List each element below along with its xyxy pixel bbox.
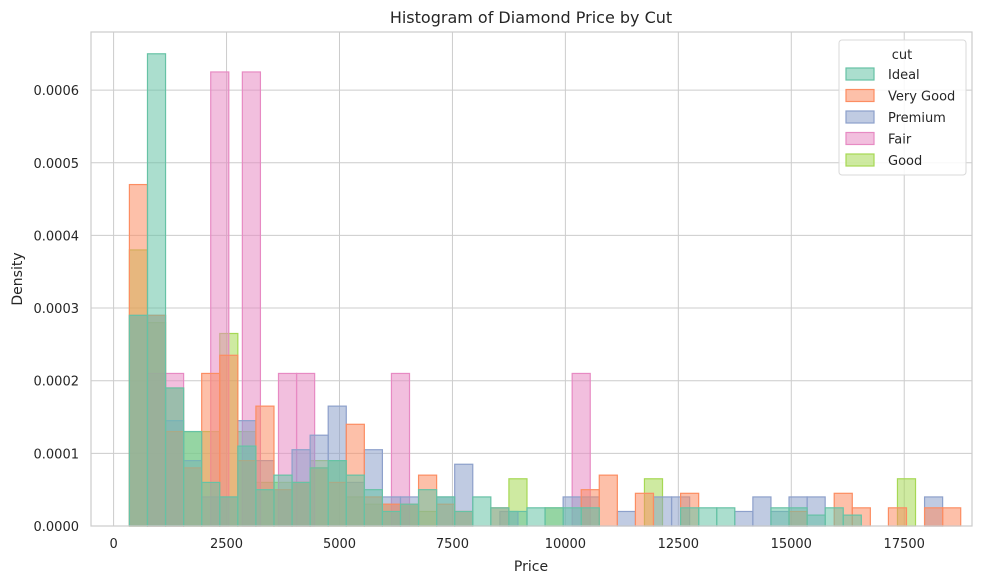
- series-ideal: [128, 53, 862, 527]
- legend-item-premium: Premium: [845, 110, 946, 126]
- histogram-bar: [490, 507, 510, 527]
- histogram-bar: [580, 507, 600, 527]
- y-tick-label: 0.0005: [34, 157, 80, 172]
- legend-label: Good: [888, 154, 922, 169]
- y-tick-label: 0.0002: [34, 375, 80, 390]
- histogram-bar: [752, 496, 772, 527]
- histogram-bar: [923, 507, 944, 527]
- plot-frame: [90, 31, 973, 527]
- histogram-bar: [716, 507, 736, 527]
- histogram-bar: [842, 514, 862, 527]
- legend-title: cut: [892, 48, 912, 63]
- histogram-bar: [309, 467, 329, 527]
- y-axis-title: Density: [10, 252, 26, 305]
- x-tick-label: 0: [109, 537, 117, 552]
- histogram-bar: [616, 510, 637, 527]
- legend-item-very-good: Very Good: [845, 88, 955, 105]
- x-tick-label: 10000: [545, 537, 586, 552]
- histogram-bar: [634, 492, 655, 527]
- legend-item-fair: Fair: [845, 131, 912, 148]
- histogram-bar: [770, 507, 790, 527]
- y-tick-labels: 0.0000 0.0001 0.0002 0.0003 0.0004 0.0005 0.00…: [34, 84, 80, 535]
- histogram-bar: [417, 489, 438, 527]
- legend-item-good: Good: [845, 153, 922, 169]
- histogram-bar: [291, 481, 311, 527]
- x-tick-label: 2500: [210, 537, 243, 552]
- histogram-bar: [273, 474, 293, 527]
- histogram-bar: [734, 510, 754, 527]
- histogram-bar: [508, 510, 528, 527]
- histogram-bar: [454, 510, 474, 527]
- histogram-bar: [128, 314, 149, 527]
- legend-label: Ideal: [888, 68, 920, 83]
- x-tick-label: 7500: [436, 537, 469, 552]
- histogram-bar: [887, 507, 908, 527]
- legend-label: Very Good: [888, 90, 955, 105]
- histogram-bar: [788, 507, 808, 527]
- histogram-bar: [255, 489, 275, 527]
- y-tick-label: 0.0004: [34, 229, 80, 244]
- legend-swatch: [845, 88, 875, 103]
- x-axis-title: Price: [514, 559, 548, 575]
- legend-label: Premium: [888, 111, 946, 126]
- histogram-bar: [381, 510, 402, 527]
- histogram-bar: [806, 514, 826, 527]
- legend: cut Ideal Very Good Premium Fair Good: [838, 39, 967, 176]
- histogram-bar: [942, 507, 962, 527]
- histogram-bar: [219, 496, 239, 527]
- histogram-bar: [237, 445, 257, 527]
- histogram-bar: [652, 496, 673, 527]
- histogram-bar: [824, 507, 844, 527]
- legend-item-ideal: Ideal: [845, 67, 920, 83]
- legend-label: Fair: [888, 133, 912, 148]
- histogram-bar: [436, 496, 456, 527]
- histogram-bar: [201, 481, 221, 527]
- legend-swatch: [845, 153, 875, 167]
- legend-swatch: [845, 131, 875, 146]
- y-tick-label: 0.0006: [34, 84, 80, 99]
- x-tick-labels: 0 2500 5000 7500 10000 12500 15000 17500: [109, 537, 924, 552]
- legend-swatch: [845, 110, 875, 124]
- histogram-bar: [598, 474, 618, 527]
- histogram-bar: [345, 474, 365, 527]
- x-tick-label: 5000: [323, 537, 356, 552]
- y-tick-label: 0.0001: [34, 447, 80, 462]
- legend-swatch: [845, 67, 875, 81]
- histogram-bar: [183, 430, 203, 527]
- legend-items: Ideal Very Good Premium Fair Good: [845, 67, 955, 169]
- x-tick-label: 12500: [658, 537, 699, 552]
- histogram-bar: [164, 387, 185, 527]
- histogram-bar: [363, 489, 384, 527]
- histogram-bar: [146, 53, 167, 527]
- histogram-bar: [544, 507, 564, 527]
- histogram-bar: [562, 507, 582, 527]
- histogram-bar: [526, 507, 546, 527]
- y-tick-label: 0.0000: [34, 520, 80, 535]
- histogram-bar: [472, 496, 492, 527]
- histogram-bar: [679, 507, 700, 527]
- y-tick-label: 0.0003: [34, 302, 80, 317]
- histogram-bar: [698, 507, 718, 527]
- chart-title: Histogram of Diamond Price by Cut: [390, 8, 672, 27]
- x-tick-label: 15000: [771, 537, 812, 552]
- histogram-bar: [327, 460, 347, 527]
- histogram-bar: [399, 503, 420, 527]
- x-tick-label: 17500: [884, 537, 925, 552]
